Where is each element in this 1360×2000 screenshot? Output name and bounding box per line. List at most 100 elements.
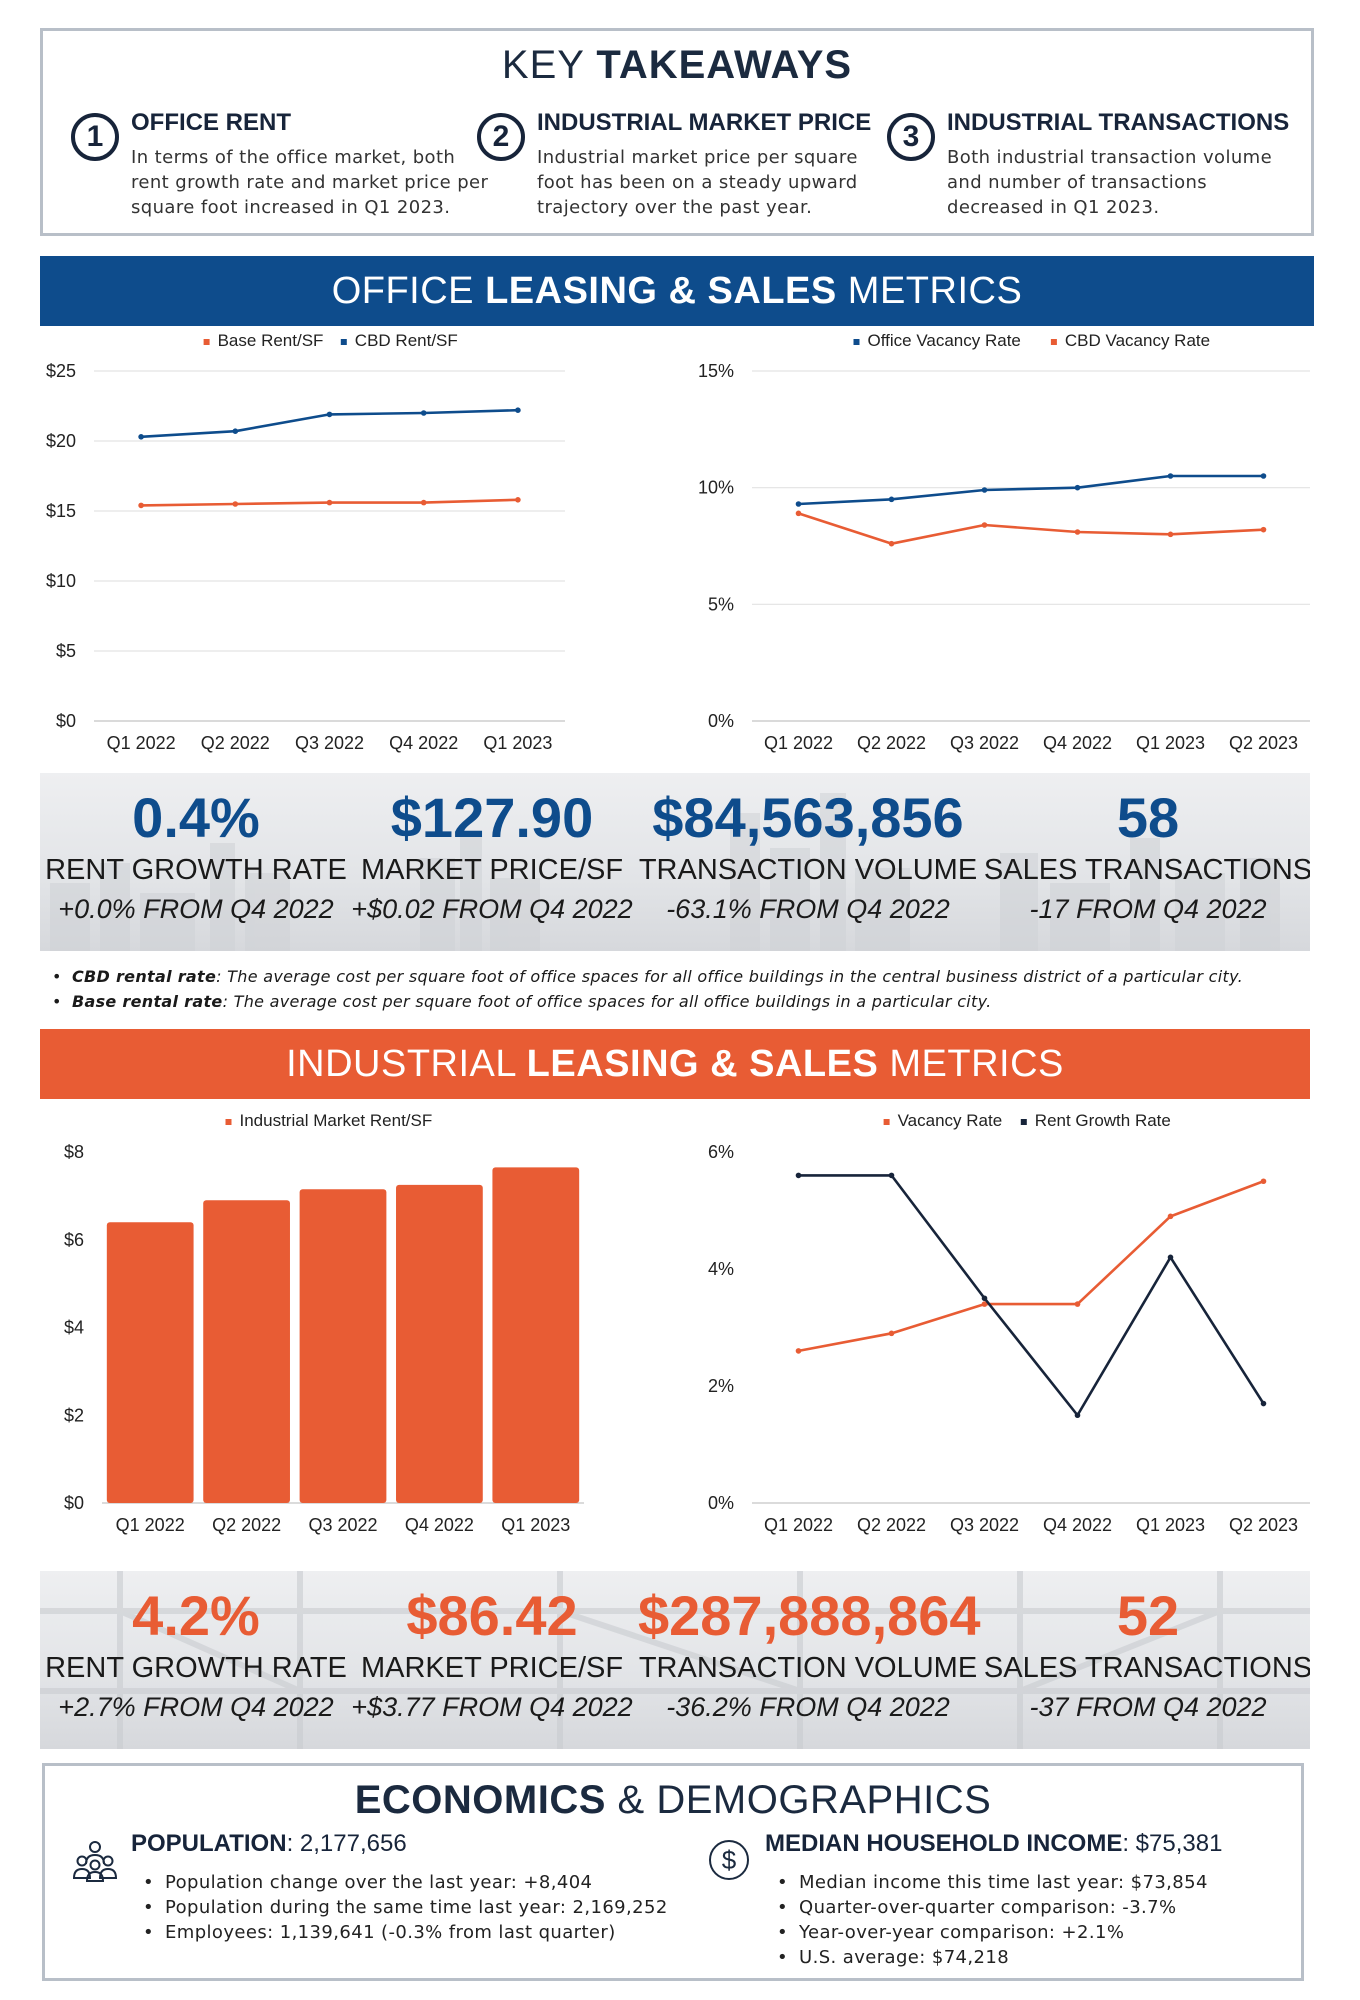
banner-pre: INDUSTRIAL [286, 1043, 527, 1085]
definition-base: Base rental rate: The average cost per s… [48, 989, 1318, 1014]
y-tick-label: 4% [708, 1259, 734, 1279]
x-tick-label: Q1 2023 [1136, 1515, 1205, 1535]
y-tick-label: $0 [56, 711, 76, 731]
office-market-price-metric: $127.90 MARKET PRICE/SF +$0.02 FROM Q4 2… [322, 785, 662, 929]
metric-value: 52 [1116, 1584, 1180, 1647]
data-point [420, 499, 427, 506]
x-tick-label: Q4 2022 [1043, 733, 1112, 753]
people-icon [72, 1841, 118, 1882]
population-heading: POPULATION: 2,177,656 [131, 1830, 407, 1858]
bar [299, 1189, 387, 1503]
data-point [795, 1172, 802, 1179]
legend-swatch [883, 1119, 890, 1125]
metric-label: TRANSACTION VOLUME [638, 854, 978, 886]
series-line [798, 512, 1264, 545]
metric-label: MARKET PRICE/SF [360, 1652, 624, 1684]
list-item: U.S. average: $74,218 [775, 1945, 1208, 1970]
dollar-icon: $ [709, 1840, 749, 1880]
data-point [138, 502, 144, 509]
data-point [888, 1330, 895, 1337]
legend-label: Rent Growth Rate [1035, 1111, 1171, 1130]
legend-label: Vacancy Rate [898, 1111, 1003, 1130]
data-point [515, 497, 521, 503]
industrial-rent-growth-metric: 4.2% RENT GROWTH RATE +2.7% FROM Q4 2022 [40, 1583, 366, 1727]
metric-value: 4.2% [132, 1584, 260, 1647]
data-point [1260, 1178, 1267, 1185]
takeaway-heading: INDUSTRIAL TRANSACTIONS [947, 109, 1290, 136]
list-item: Employees: 1,139,641 (-0.3% from last qu… [141, 1920, 668, 1945]
data-point [232, 501, 239, 507]
x-tick-label: Q2 2023 [1229, 1515, 1298, 1535]
metric-value: $287,888,864 [638, 1584, 981, 1647]
list-item: Median income this time last year: $73,8… [775, 1870, 1208, 1895]
x-tick-label: Q2 2022 [857, 1515, 926, 1535]
population-bullets: Population change over the last year: +8… [141, 1870, 668, 1945]
data-point [1260, 526, 1267, 533]
industrial-metrics-band: 4.2% RENT GROWTH RATE +2.7% FROM Q4 2022… [40, 1571, 1310, 1749]
takeaway-body: Industrial market price per square foot … [537, 147, 858, 218]
y-tick-label: 0% [708, 1493, 734, 1513]
economics-title: ECONOMICS & DEMOGRAPHICS [45, 1778, 1301, 1823]
series-line [798, 474, 1264, 506]
data-point [138, 434, 144, 440]
title-light: KEY [501, 43, 597, 87]
x-tick-label: Q1 2022 [116, 1515, 185, 1535]
data-point [795, 501, 802, 507]
metric-label: MARKET PRICE/SF [360, 854, 624, 886]
list-item: Quarter-over-quarter comparison: -3.7% [775, 1895, 1208, 1920]
metric-label: RENT GROWTH RATE [45, 1652, 347, 1684]
x-tick-label: Q4 2022 [1043, 1515, 1112, 1535]
banner-bold: LEASING & SALES [526, 1043, 879, 1085]
number-badge-1: 1 [71, 113, 119, 161]
definition-term: CBD rental rate [72, 967, 217, 986]
industrial-market-price-metric: $86.42 MARKET PRICE/SF +$3.77 FROM Q4 20… [322, 1583, 662, 1727]
metric-label: TRANSACTION VOLUME [638, 1652, 978, 1684]
takeaway-body: Both industrial transaction volume and n… [947, 147, 1273, 218]
x-tick-label: Q1 2023 [1136, 733, 1205, 753]
data-point [1260, 1400, 1267, 1407]
data-point [1074, 484, 1081, 491]
definition-cbd: CBD rental rate: The average cost per sq… [48, 964, 1318, 989]
title-bold: TAKEAWAYS [596, 43, 853, 87]
population-value: : 2,177,656 [286, 1830, 407, 1857]
office-rent-growth-metric: 0.4% RENT GROWTH RATE +0.0% FROM Q4 2022 [40, 785, 366, 929]
data-point [420, 410, 427, 416]
data-point [232, 428, 239, 434]
definitions-list: CBD rental rate : The average cost per sq… [48, 964, 1318, 1014]
y-tick-label: 15% [698, 361, 734, 381]
banner-bold: LEASING & SALES [485, 270, 837, 312]
x-tick-label: Q2 2023 [1229, 733, 1298, 753]
bar [106, 1222, 194, 1503]
industrial-structure-backdrop [40, 1571, 1310, 1749]
legend-swatch [1020, 1119, 1027, 1125]
industrial-rates-line-chart: Vacancy Rate Rent Growth Rate 0% 2% 4% 6% Q1 2… [708, 1111, 1310, 1535]
y-tick-label: $0 [64, 1493, 84, 1513]
list-item: Year-over-year comparison: +2.1% [775, 1920, 1208, 1945]
data-point [888, 1172, 895, 1179]
list-item: Population during the same time last yea… [141, 1895, 668, 1920]
y-tick-label: 2% [708, 1376, 734, 1396]
definition-text: : The average cost per square foot of of… [222, 992, 992, 1011]
data-point [326, 411, 333, 418]
metric-change: -36.2% FROM Q4 2022 [666, 1692, 950, 1722]
metric-change: +$3.77 FROM Q4 2022 [351, 1692, 633, 1722]
key-takeaways-panel: KEY TAKEAWAYS 1 OFFICE RENT In terms of … [40, 28, 1314, 236]
banner-pre: OFFICE [331, 270, 486, 312]
x-tick-label: Q1 2022 [764, 733, 833, 753]
bar [492, 1167, 580, 1503]
y-tick-label: 10% [698, 478, 734, 498]
takeaway-body: In terms of the office market, both rent… [131, 147, 489, 218]
legend-swatch [225, 1119, 232, 1125]
office-rent-line-chart: Base Rent/SF CBD Rent/SF $0 $5 $10 $15 $20 $25 Q… [46, 331, 565, 753]
income-heading: MEDIAN HOUSEHOLD INCOME: $75,381 [765, 1830, 1222, 1858]
data-point [1167, 1213, 1174, 1220]
data-point [981, 1301, 988, 1307]
metric-change: -37 FROM Q4 2022 [1029, 1692, 1267, 1722]
metric-value: $84,563,856 [652, 786, 964, 849]
x-tick-label: Q1 2023 [483, 733, 552, 753]
x-tick-label: Q3 2022 [308, 1515, 377, 1535]
y-tick-label: 6% [708, 1142, 734, 1162]
chart-legend: Vacancy Rate Rent Growth Rate [883, 1111, 1171, 1130]
metric-value: 58 [1116, 786, 1180, 849]
chart-legend: Industrial Market Rent/SF [225, 1111, 432, 1130]
